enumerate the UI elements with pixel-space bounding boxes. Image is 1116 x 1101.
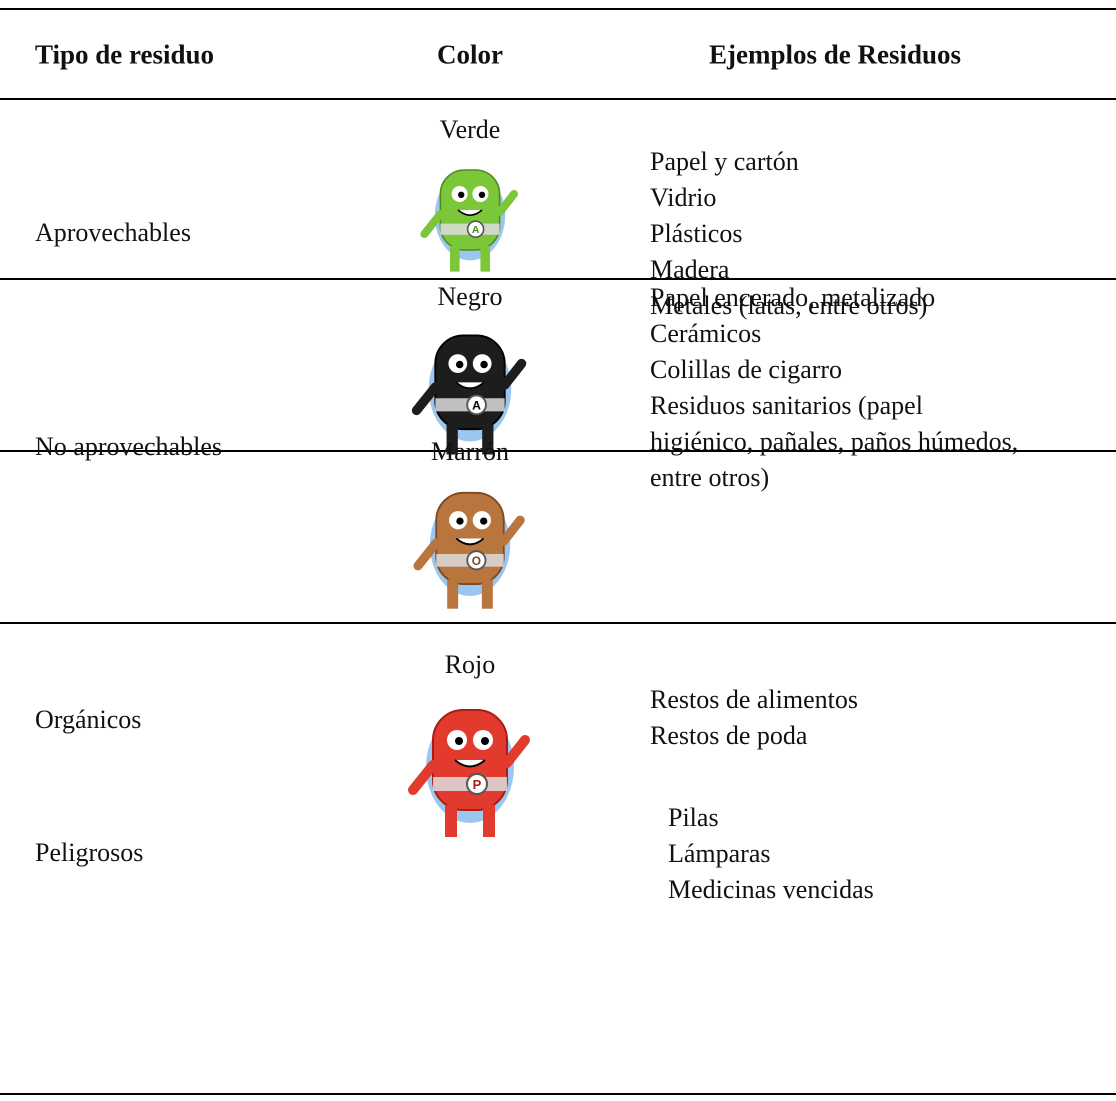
example: Pilas (668, 803, 719, 832)
example: entre otros) (650, 463, 770, 492)
example: Metales (latas, entre otros) (650, 291, 928, 320)
mascot: A (420, 169, 518, 272)
example: Madera (650, 255, 730, 284)
row-color: Rojo (444, 650, 496, 679)
example: Vidrio (650, 183, 717, 212)
row-color: Marrón (431, 437, 509, 466)
mascot: P (408, 709, 530, 837)
example: higiénico, pañales, paños húmedos, (650, 427, 1019, 456)
example: Medicinas vencidas (668, 875, 874, 904)
example: Cerámicos (650, 319, 762, 348)
row-type: Peligrosos (35, 838, 144, 867)
rule (0, 8, 1116, 10)
example: Restos de poda (650, 721, 808, 750)
rule (0, 98, 1116, 100)
row-color: Negro (437, 282, 503, 311)
badge-letter: A (472, 399, 481, 413)
rule (0, 622, 1116, 624)
example: Restos de alimentos (650, 685, 858, 714)
badge-letter: P (473, 777, 482, 792)
rule (0, 278, 1116, 280)
example: Lámparas (668, 839, 771, 868)
mascot: A (411, 334, 527, 455)
mascot: O (413, 491, 525, 609)
example: Plásticos (650, 219, 743, 248)
badge-letter: O (472, 554, 481, 568)
badge-letter: A (472, 225, 480, 236)
header-cell: Ejemplos de Residuos (708, 39, 962, 70)
rule (0, 450, 1116, 452)
example: Papel encerado, metalizado (650, 283, 936, 312)
row-color: Verde (439, 115, 501, 144)
row-type: No aprovechables (35, 432, 222, 461)
example: Colillas de cigarro (650, 355, 843, 384)
header-cell: Tipo de residuo (35, 39, 215, 70)
example: Residuos sanitarios (papel (650, 391, 923, 420)
row-type: Orgánicos (35, 705, 142, 734)
header-cell: Color (437, 39, 503, 70)
example: Papel y cartón (650, 147, 799, 176)
row-type: Aprovechables (35, 218, 191, 247)
rule (0, 1093, 1116, 1095)
